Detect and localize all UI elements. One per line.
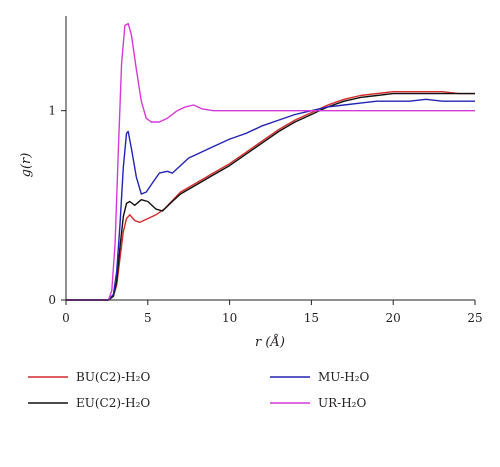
y-axis-label: g(r): [19, 153, 34, 178]
legend-label: MU-H₂O: [318, 370, 370, 384]
x-ticks: 0 5 10 15 20 25: [62, 300, 483, 325]
legend-item: BU(C2)-H₂O: [28, 370, 150, 384]
series-line-2: [66, 98, 475, 301]
y-ticks: 01: [48, 104, 66, 307]
x-tick-label: 10: [222, 311, 237, 325]
x-tick-label: 5: [144, 311, 152, 325]
x-tick-label: 0: [62, 311, 70, 325]
x-tick-label: 20: [386, 311, 401, 325]
legend-label: EU(C2)-H₂O: [76, 396, 150, 410]
x-tick-label: 25: [467, 311, 482, 325]
y-tick-label: 0: [48, 293, 56, 307]
legend: BU(C2)-H₂O EU(C2)-H₂O MU-H₂O UR-H₂O: [28, 370, 370, 410]
x-axis-label: r (Å): [255, 334, 285, 350]
series-line-0: [66, 90, 475, 301]
y-tick-label: 1: [48, 104, 56, 118]
series-layer: [66, 22, 475, 301]
legend-item: EU(C2)-H₂O: [28, 396, 150, 410]
x-tick-label: 15: [304, 311, 319, 325]
series-line-1: [66, 92, 475, 301]
legend-item: UR-H₂O: [270, 396, 366, 410]
series-line-3: [66, 22, 475, 301]
legend-label: UR-H₂O: [318, 396, 366, 410]
legend-item: MU-H₂O: [270, 370, 370, 384]
legend-label: BU(C2)-H₂O: [76, 370, 150, 384]
